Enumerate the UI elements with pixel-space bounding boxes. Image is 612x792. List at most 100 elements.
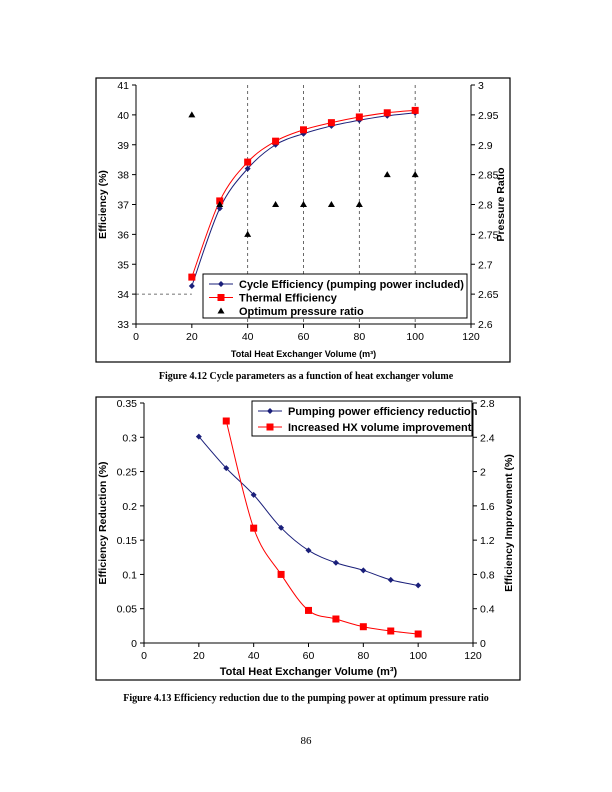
data-point-1 bbox=[272, 137, 280, 145]
y-axis-title: Efficiency Reduction (%) bbox=[97, 461, 109, 584]
data-point-2 bbox=[244, 230, 252, 237]
x-tick-label: 120 bbox=[462, 331, 480, 343]
data-point-2 bbox=[383, 171, 391, 178]
data-point-0 bbox=[195, 433, 202, 440]
y-tick-label: 34 bbox=[117, 289, 129, 301]
y2-tick-label: 2.7 bbox=[478, 259, 493, 271]
data-point-1 bbox=[411, 106, 419, 114]
y-tick-label: 33 bbox=[117, 319, 129, 331]
data-point-2 bbox=[355, 201, 363, 207]
data-point-2 bbox=[188, 111, 196, 118]
y-tick-label: 40 bbox=[117, 110, 129, 122]
data-point-1 bbox=[250, 524, 258, 532]
y2-tick-label: 3 bbox=[478, 80, 484, 92]
y-tick-label: 0.1 bbox=[122, 569, 137, 581]
data-point-1 bbox=[305, 606, 312, 614]
data-point-1 bbox=[355, 113, 363, 121]
y2-axis-title: Pressure Ratio bbox=[495, 167, 507, 241]
legend-label: Increased HX volume improvement bbox=[288, 422, 472, 434]
y2-axis-title: Efficiency Improvement (%) bbox=[503, 454, 515, 592]
data-point-0 bbox=[223, 465, 230, 472]
data-point-1 bbox=[222, 417, 230, 425]
x-tick-label: 100 bbox=[406, 331, 424, 343]
legend-box bbox=[202, 273, 468, 319]
x-tick-label: 120 bbox=[464, 650, 482, 662]
legend-marker bbox=[217, 307, 225, 314]
y-tick-label: 37 bbox=[117, 200, 129, 212]
data-point-1 bbox=[414, 630, 422, 638]
x-axis-title: Total Heat Exchanger Volume (m³) bbox=[231, 349, 376, 359]
y2-tick-label: 2.6 bbox=[478, 319, 493, 331]
data-point-0 bbox=[332, 559, 339, 566]
x-tick-label: 100 bbox=[409, 650, 427, 662]
y2-tick-label: 2.9 bbox=[478, 140, 493, 152]
y-tick-label: 39 bbox=[117, 140, 129, 152]
data-point-1 bbox=[244, 158, 252, 166]
y-tick-label: 41 bbox=[117, 80, 129, 92]
data-point-1 bbox=[359, 623, 367, 631]
x-tick-label: 20 bbox=[193, 650, 205, 662]
y2-tick-label: 1.6 bbox=[480, 501, 495, 513]
y2-tick-label: 2.8 bbox=[478, 200, 493, 212]
data-point-1 bbox=[327, 119, 335, 127]
data-point-1 bbox=[188, 273, 196, 281]
y-tick-label: 38 bbox=[117, 170, 129, 182]
data-point-2 bbox=[216, 201, 224, 207]
y2-tick-label: 0.8 bbox=[480, 569, 495, 581]
x-tick-label: 80 bbox=[357, 650, 369, 662]
page-number: 86 bbox=[300, 735, 312, 747]
chart-frame bbox=[95, 396, 521, 681]
y2-tick-label: 2.75 bbox=[478, 229, 499, 241]
y-tick-label: 0.35 bbox=[117, 398, 138, 410]
x-tick-label: 60 bbox=[303, 650, 315, 662]
data-point-0 bbox=[387, 576, 394, 583]
legend-label: Pumping power efficiency reduction bbox=[288, 406, 478, 418]
legend-box bbox=[251, 400, 473, 437]
y-tick-label: 0 bbox=[131, 638, 137, 650]
x-tick-label: 40 bbox=[242, 331, 254, 343]
data-point-2 bbox=[411, 171, 419, 178]
y-tick-label: 0.3 bbox=[122, 432, 137, 444]
data-point-0 bbox=[278, 524, 285, 531]
y-axis-title: Efficiency (%) bbox=[97, 170, 109, 239]
y-tick-label: 0.15 bbox=[117, 535, 138, 547]
data-point-1 bbox=[383, 109, 391, 117]
data-point-0 bbox=[244, 165, 251, 172]
data-point-2 bbox=[327, 201, 335, 207]
y-tick-label: 36 bbox=[117, 229, 129, 241]
legend-label: Cycle Efficiency (pumping power included… bbox=[239, 279, 464, 291]
x-tick-label: 60 bbox=[298, 331, 310, 343]
y-tick-label: 35 bbox=[117, 259, 129, 271]
x-tick-label: 80 bbox=[353, 331, 365, 343]
legend-marker bbox=[217, 294, 225, 301]
data-point-0 bbox=[250, 491, 257, 498]
legend-marker bbox=[267, 408, 273, 414]
data-point-1 bbox=[216, 197, 224, 205]
data-point-2 bbox=[272, 201, 280, 207]
y-tick-label: 0.05 bbox=[117, 604, 138, 616]
data-point-0 bbox=[415, 582, 422, 589]
data-point-0 bbox=[360, 567, 367, 574]
legend-label: Thermal Efficiency bbox=[239, 293, 338, 305]
data-point-0 bbox=[188, 283, 195, 290]
data-point-1 bbox=[277, 570, 285, 578]
legend-marker bbox=[218, 281, 224, 287]
y2-tick-label: 2.65 bbox=[478, 289, 499, 301]
x-tick-label: 0 bbox=[141, 650, 147, 662]
y2-tick-label: 2.85 bbox=[478, 170, 499, 182]
data-point-1 bbox=[332, 615, 340, 623]
figure-caption-4-12: Figure 4.12 Cycle parameters as a functi… bbox=[158, 371, 454, 382]
y2-tick-label: 2.4 bbox=[480, 432, 495, 444]
y2-tick-label: 1.2 bbox=[480, 535, 495, 547]
data-point-1 bbox=[387, 627, 395, 635]
data-point-0 bbox=[305, 547, 312, 554]
y2-tick-label: 2.8 bbox=[480, 398, 495, 410]
y-tick-label: 0.2 bbox=[122, 501, 137, 513]
y-tick-label: 0.25 bbox=[117, 467, 138, 479]
x-axis-title: Total Heat Exchanger Volume (m³) bbox=[220, 666, 398, 678]
legend-label: Optimum pressure ratio bbox=[239, 306, 364, 318]
x-tick-label: 0 bbox=[133, 331, 139, 343]
